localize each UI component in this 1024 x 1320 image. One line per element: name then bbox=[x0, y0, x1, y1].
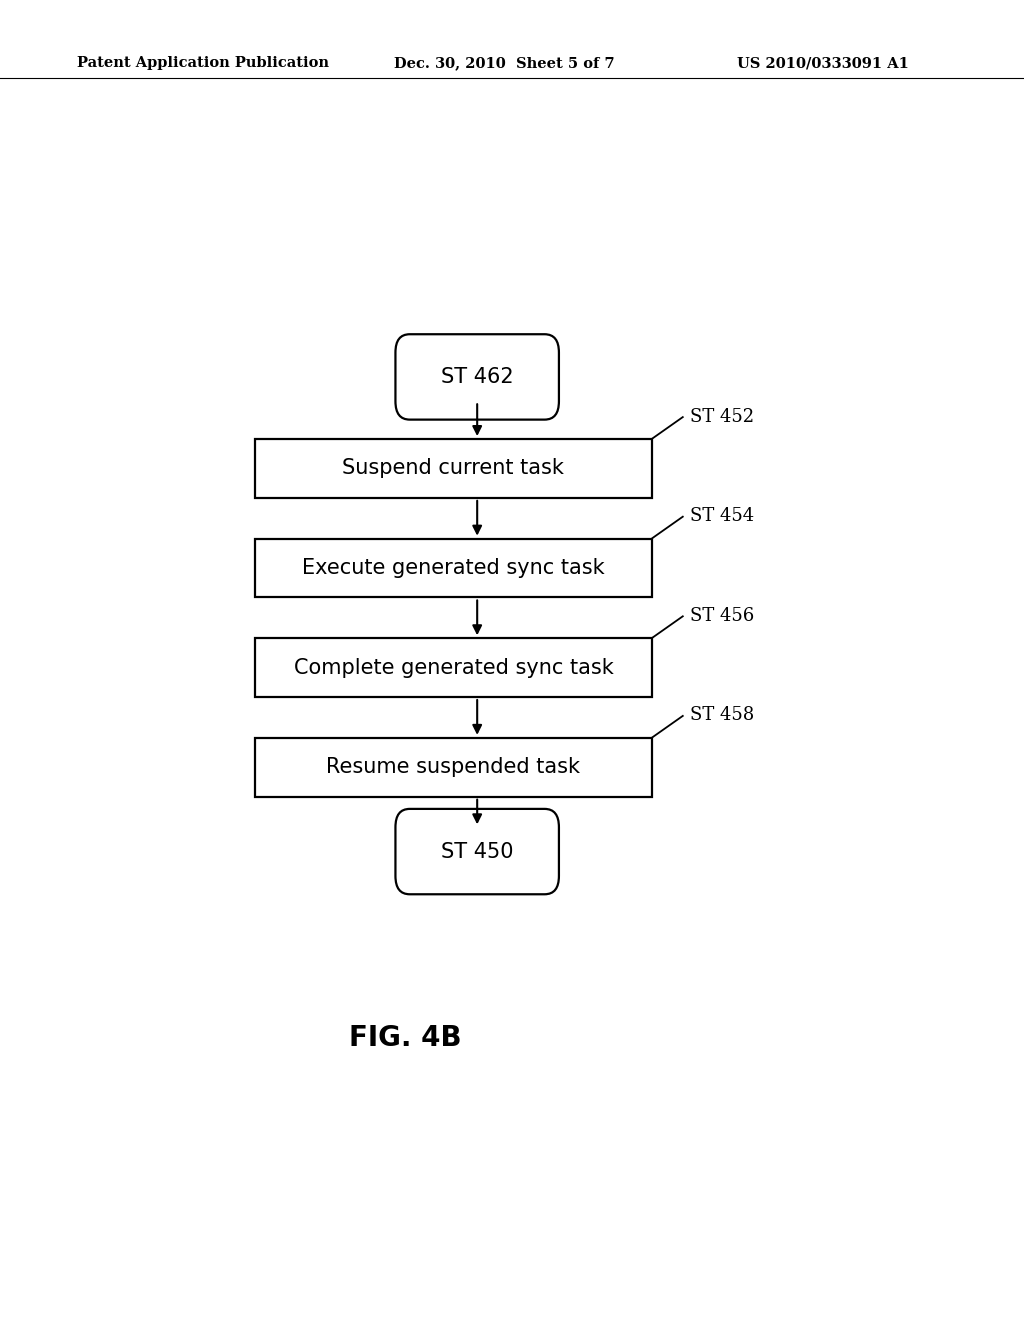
Text: ST 452: ST 452 bbox=[690, 408, 754, 425]
FancyBboxPatch shape bbox=[395, 334, 559, 420]
Text: ST 450: ST 450 bbox=[441, 842, 513, 862]
Text: ST 462: ST 462 bbox=[441, 367, 513, 387]
Text: Complete generated sync task: Complete generated sync task bbox=[294, 657, 613, 677]
Text: Suspend current task: Suspend current task bbox=[342, 458, 564, 478]
FancyBboxPatch shape bbox=[395, 809, 559, 894]
FancyBboxPatch shape bbox=[255, 638, 651, 697]
Text: Dec. 30, 2010  Sheet 5 of 7: Dec. 30, 2010 Sheet 5 of 7 bbox=[394, 57, 614, 70]
FancyBboxPatch shape bbox=[255, 440, 651, 498]
FancyBboxPatch shape bbox=[255, 738, 651, 797]
Text: FIG. 4B: FIG. 4B bbox=[349, 1023, 462, 1052]
FancyBboxPatch shape bbox=[255, 539, 651, 598]
Text: Patent Application Publication: Patent Application Publication bbox=[77, 57, 329, 70]
Text: ST 456: ST 456 bbox=[690, 607, 754, 624]
Text: ST 454: ST 454 bbox=[690, 507, 754, 525]
Text: Execute generated sync task: Execute generated sync task bbox=[302, 558, 605, 578]
Text: Resume suspended task: Resume suspended task bbox=[327, 758, 581, 777]
Text: US 2010/0333091 A1: US 2010/0333091 A1 bbox=[737, 57, 909, 70]
Text: ST 458: ST 458 bbox=[690, 706, 754, 725]
